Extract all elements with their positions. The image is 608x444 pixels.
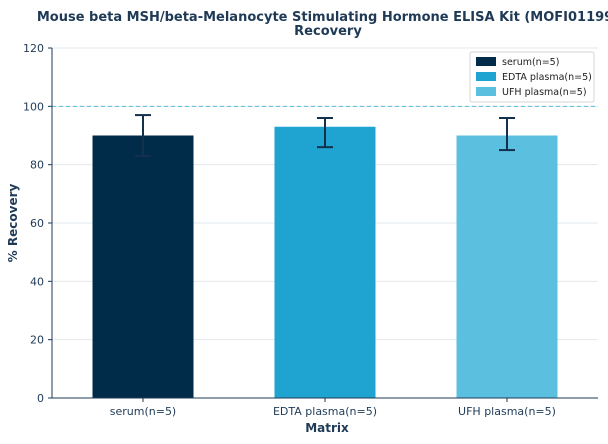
- y-tick-label: 100: [23, 100, 44, 113]
- y-tick-label: 40: [30, 275, 44, 288]
- x-axis-label: Matrix: [305, 421, 349, 435]
- legend: serum(n=5) EDTA plasma(n=5) UFH plasma(n=5…: [469, 51, 595, 103]
- bars: [92, 126, 558, 398]
- bar: [274, 126, 376, 398]
- legend-swatch: [476, 87, 496, 96]
- y-tick-label: 60: [30, 217, 44, 230]
- x-tick-label: EDTA plasma(n=5): [273, 405, 377, 418]
- y-tick-label: 80: [30, 159, 44, 172]
- x-tick-label: serum(n=5): [110, 405, 176, 418]
- x-tick-label: UFH plasma(n=5): [458, 405, 556, 418]
- chart-title: Mouse beta MSH/beta-Melanocyte Stimulati…: [37, 10, 608, 25]
- legend-swatch: [476, 72, 496, 81]
- legend-label: serum(n=5): [502, 57, 559, 68]
- y-tick-label: 20: [30, 334, 44, 347]
- legend-label: EDTA plasma(n=5): [502, 72, 592, 83]
- y-ticks: 0 20 40 60 80 100 120: [23, 42, 52, 405]
- chart-subtitle: Recovery: [294, 24, 362, 39]
- x-ticks: serum(n=5) EDTA plasma(n=5) UFH plasma(n=5…: [110, 398, 556, 418]
- y-tick-label: 0: [37, 392, 44, 405]
- bar: [456, 135, 558, 398]
- y-tick-label: 120: [23, 42, 44, 55]
- error-bars: [135, 114, 515, 157]
- y-axis-label: % Recovery: [6, 184, 20, 263]
- bar: [92, 135, 194, 398]
- legend-label: UFH plasma(n=5): [502, 87, 587, 98]
- legend-swatch: [476, 57, 496, 66]
- legend-box: [469, 51, 595, 103]
